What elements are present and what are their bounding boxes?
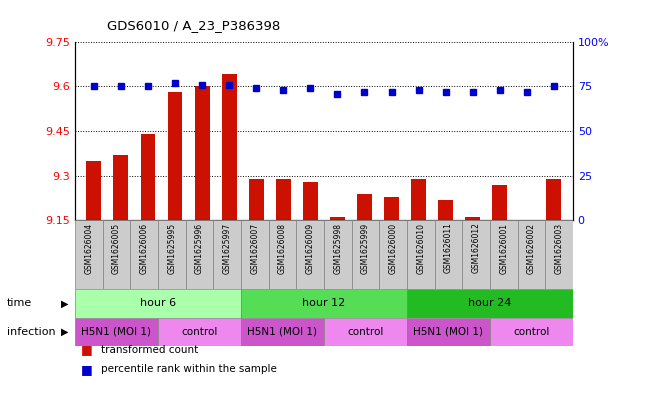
Bar xyxy=(490,220,518,289)
Bar xyxy=(407,289,573,318)
Bar xyxy=(435,220,462,289)
Bar xyxy=(167,92,182,220)
Text: hour 6: hour 6 xyxy=(140,298,176,309)
Bar xyxy=(213,220,241,289)
Text: GSM1626009: GSM1626009 xyxy=(305,222,314,274)
Bar xyxy=(330,217,345,220)
Bar xyxy=(357,194,372,220)
Text: percentile rank within the sample: percentile rank within the sample xyxy=(101,364,277,375)
Text: GSM1625997: GSM1625997 xyxy=(223,222,232,274)
Bar xyxy=(222,74,236,220)
Text: GSM1625999: GSM1625999 xyxy=(361,222,370,274)
Bar xyxy=(352,220,379,289)
Bar xyxy=(518,220,545,289)
Text: GSM1625995: GSM1625995 xyxy=(167,222,176,274)
Text: hour 24: hour 24 xyxy=(468,298,512,309)
Bar xyxy=(407,220,435,289)
Text: GSM1626003: GSM1626003 xyxy=(555,222,564,274)
Bar xyxy=(379,220,407,289)
Bar xyxy=(158,318,241,346)
Bar xyxy=(130,220,158,289)
Bar xyxy=(75,289,241,318)
Text: GSM1626005: GSM1626005 xyxy=(112,222,121,274)
Bar xyxy=(195,86,210,220)
Text: GSM1625998: GSM1625998 xyxy=(333,222,342,274)
Bar xyxy=(75,220,103,289)
Bar xyxy=(158,220,186,289)
Text: ■: ■ xyxy=(81,363,93,376)
Bar xyxy=(384,196,399,220)
Bar xyxy=(269,220,296,289)
Bar xyxy=(87,161,102,220)
Bar xyxy=(241,289,407,318)
Bar xyxy=(324,318,407,346)
Bar xyxy=(296,220,324,289)
Text: GSM1626002: GSM1626002 xyxy=(527,222,536,274)
Text: GSM1626006: GSM1626006 xyxy=(139,222,148,274)
Text: control: control xyxy=(347,327,383,337)
Bar xyxy=(303,182,318,220)
Text: control: control xyxy=(181,327,217,337)
Text: transformed count: transformed count xyxy=(101,345,198,355)
Text: H5N1 (MOI 1): H5N1 (MOI 1) xyxy=(413,327,484,337)
Text: GDS6010 / A_23_P386398: GDS6010 / A_23_P386398 xyxy=(107,19,281,32)
Bar xyxy=(492,185,507,220)
Text: H5N1 (MOI 1): H5N1 (MOI 1) xyxy=(81,327,152,337)
Bar xyxy=(462,220,490,289)
Text: GSM1626000: GSM1626000 xyxy=(389,222,398,274)
Bar xyxy=(407,318,490,346)
Text: hour 12: hour 12 xyxy=(302,298,346,309)
Text: GSM1626007: GSM1626007 xyxy=(250,222,259,274)
Bar xyxy=(186,220,213,289)
Bar xyxy=(545,220,573,289)
Text: GSM1626008: GSM1626008 xyxy=(278,222,287,274)
Text: ▶: ▶ xyxy=(61,298,68,309)
Bar xyxy=(103,220,130,289)
Text: ■: ■ xyxy=(81,343,93,356)
Text: GSM1626012: GSM1626012 xyxy=(471,222,480,274)
Text: H5N1 (MOI 1): H5N1 (MOI 1) xyxy=(247,327,318,337)
Bar xyxy=(249,179,264,220)
Text: GSM1625996: GSM1625996 xyxy=(195,222,204,274)
Bar xyxy=(438,200,453,220)
Bar xyxy=(241,318,324,346)
Text: control: control xyxy=(513,327,549,337)
Text: ▶: ▶ xyxy=(61,327,68,337)
Text: time: time xyxy=(7,298,32,309)
Bar xyxy=(276,179,291,220)
Bar xyxy=(141,134,156,220)
Text: GSM1626010: GSM1626010 xyxy=(416,222,425,274)
Bar xyxy=(465,217,480,220)
Bar xyxy=(411,179,426,220)
Text: GSM1626001: GSM1626001 xyxy=(499,222,508,274)
Bar xyxy=(241,220,269,289)
Bar xyxy=(75,318,158,346)
Bar xyxy=(546,179,561,220)
Text: GSM1626011: GSM1626011 xyxy=(444,222,453,274)
Bar xyxy=(113,155,128,220)
Bar xyxy=(324,220,352,289)
Text: infection: infection xyxy=(7,327,55,337)
Bar xyxy=(490,318,573,346)
Text: GSM1626004: GSM1626004 xyxy=(84,222,93,274)
